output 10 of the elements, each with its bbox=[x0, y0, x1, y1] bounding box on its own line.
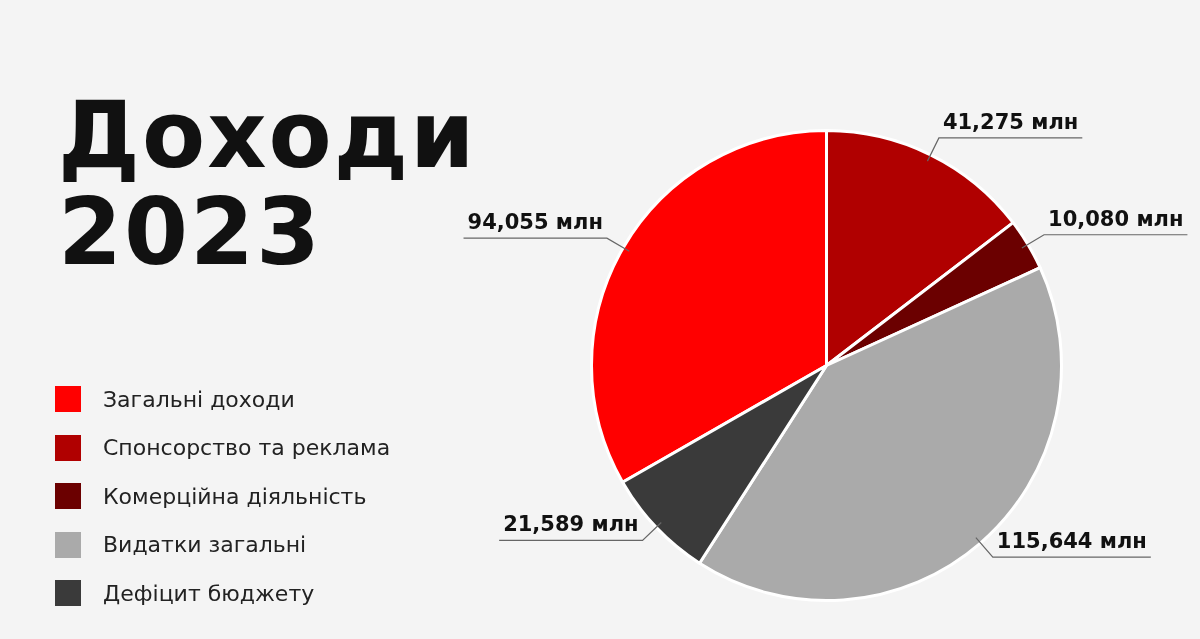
legend-label: Дефіцит бюджету bbox=[103, 580, 315, 606]
legend-label: Загальні доходи bbox=[103, 386, 295, 412]
data-label: 94,055 млн bbox=[467, 210, 603, 235]
data-label: 21,589 млн bbox=[503, 512, 639, 537]
data-label: 115,644 млн bbox=[996, 529, 1147, 554]
legend-label: Спонсорство та реклама bbox=[103, 435, 391, 461]
data-label: 10,080 млн bbox=[1048, 206, 1184, 231]
legend-label: Видатки загальні bbox=[103, 532, 307, 558]
legend-label: Комерційна діяльність bbox=[103, 483, 367, 509]
data-label: 41,275 млн bbox=[942, 109, 1079, 134]
